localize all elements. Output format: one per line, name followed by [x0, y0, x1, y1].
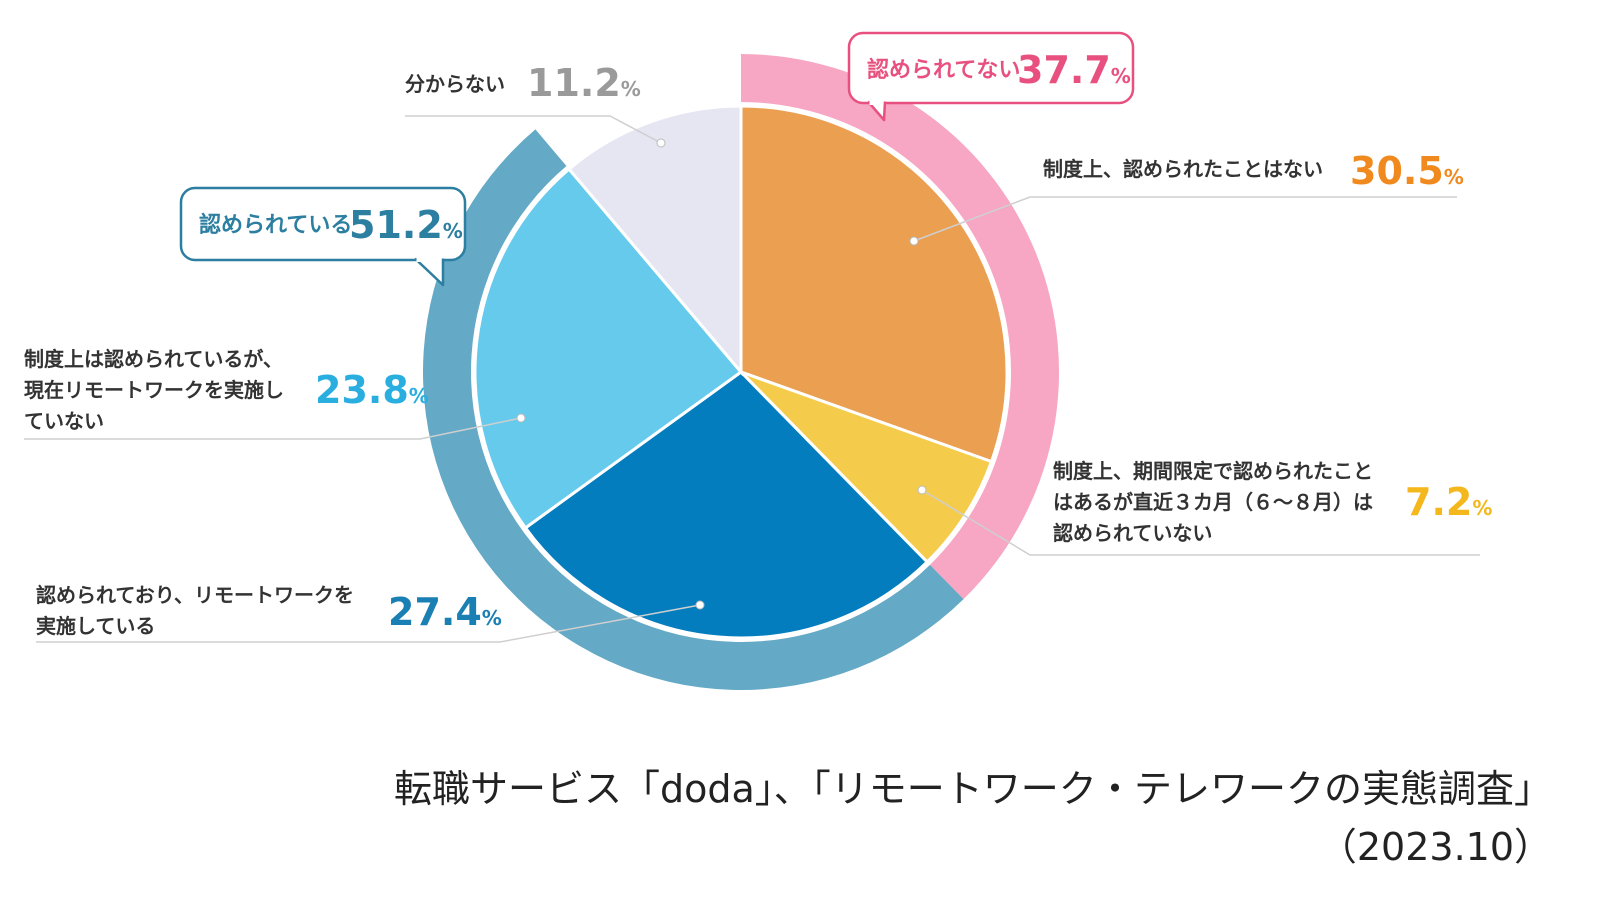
- value-never-permitted: 30.5%: [1350, 149, 1464, 193]
- callout-label: 認められてない: [867, 57, 1020, 83]
- leader-dot: [516, 413, 526, 423]
- value-limited-period: 7.2%: [1405, 480, 1492, 524]
- leader-dot: [695, 600, 705, 610]
- callout-value: 37.7%: [1017, 48, 1131, 92]
- leader-dot: [917, 485, 927, 495]
- label-limited-period: 制度上、期間限定で認められたことはあるが直近３カ月（６〜８月）は認められていない: [1053, 459, 1373, 545]
- leader-limited-period: [921, 489, 1480, 556]
- label-permitted-not-implementing: 制度上は認められているが、現在リモートワークを実施していない: [24, 347, 284, 433]
- pie-chart: 制度上、認められたことはない 30.5% 制度上、期間限定で認められたことはあるが直…: [24, 31, 1492, 690]
- label-permitted-implementing: 認められており、リモートワークを実施している: [36, 583, 354, 638]
- leader-dot: [656, 138, 666, 148]
- group-ring-not-permitted: [741, 54, 1059, 600]
- pie-outline: [472, 103, 1010, 641]
- source-caption: 転職サービス「doda」、「リモートワーク・テレワークの実態調査」 （2023.…: [394, 760, 1552, 876]
- group-ring-permitted: [422, 129, 964, 690]
- callout-value: 51.2%: [349, 203, 463, 247]
- callout-label: 認められている: [199, 212, 352, 238]
- label-unknown: 分からない: [405, 72, 505, 96]
- source-line-2: （2023.10）: [1318, 825, 1552, 869]
- leader-unknown: [405, 115, 662, 144]
- leader-permitted-not-implementing: [24, 417, 522, 440]
- leader-never-permitted: [913, 196, 1457, 242]
- value-permitted-not-implementing: 23.8%: [315, 368, 429, 412]
- source-line-1: 転職サービス「doda」、「リモートワーク・テレワークの実態調査」: [393, 767, 1552, 811]
- leader-dot: [909, 236, 919, 246]
- value-permitted-implementing: 27.4%: [388, 590, 502, 634]
- value-unknown: 11.2%: [527, 61, 641, 105]
- leader-permitted-implementing: [36, 604, 701, 643]
- label-never-permitted: 制度上、認められたことはない: [1043, 157, 1323, 181]
